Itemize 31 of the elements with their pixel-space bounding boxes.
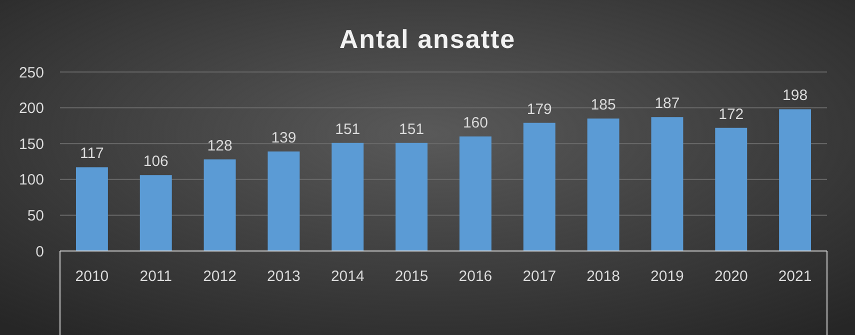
data-label: 172 [718,106,744,123]
x-tick-label: 2020 [714,268,748,285]
data-label: 187 [654,95,680,112]
data-label: 117 [80,145,104,162]
x-tick-label: 2010 [75,268,109,285]
data-label: 151 [399,120,424,138]
data-label: 139 [271,129,296,146]
x-tick-label: 2016 [458,268,492,285]
data-label: 128 [207,137,232,154]
data-label: 198 [782,87,808,104]
chart-title: Antal ansatte [339,24,516,54]
y-tick-label: 200 [18,100,44,118]
x-tick-label: 2012 [203,268,236,285]
data-label: 151 [335,120,360,138]
data-label: 185 [590,96,616,114]
x-tick-label: 2019 [650,268,684,285]
y-tick-label: 250 [18,64,44,82]
data-label: 179 [526,100,552,118]
x-tick-label: 2013 [267,268,300,285]
y-tick-label: 0 [36,243,44,260]
x-tick-label: 2018 [586,268,620,285]
x-tick-label: 2021 [778,268,812,285]
y-tick-label: 50 [27,207,44,224]
x-tick-label: 2017 [522,268,556,285]
data-label: 160 [462,114,488,132]
y-tick-label: 150 [18,136,44,153]
data-label: 106 [143,153,168,170]
x-tick-label: 2014 [330,268,364,285]
x-tick-label: 2015 [394,268,428,285]
x-tick-label: 2011 [140,268,172,285]
y-tick-label: 100 [18,172,44,189]
